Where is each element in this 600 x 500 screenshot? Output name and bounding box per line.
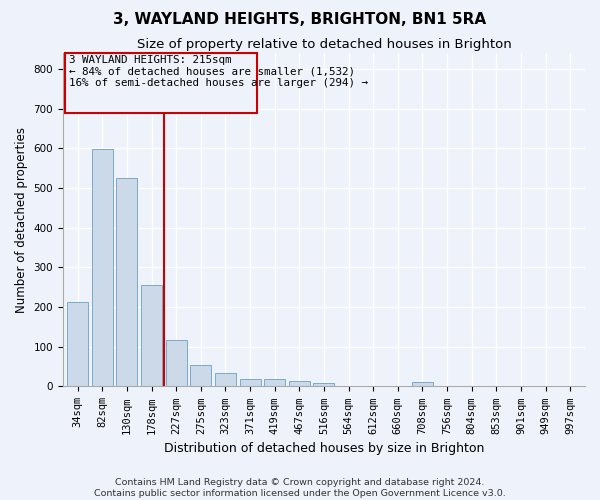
Title: Size of property relative to detached houses in Brighton: Size of property relative to detached ho… [137,38,511,51]
Text: Contains HM Land Registry data © Crown copyright and database right 2024.
Contai: Contains HM Land Registry data © Crown c… [94,478,506,498]
X-axis label: Distribution of detached houses by size in Brighton: Distribution of detached houses by size … [164,442,484,455]
Bar [92,149,113,386]
Bar [190,365,211,386]
Text: 3 WAYLAND HEIGHTS: 215sqm
← 84% of detached houses are smaller (1,532)
16% of se: 3 WAYLAND HEIGHTS: 215sqm ← 84% of detac… [69,55,368,88]
Bar [412,382,433,386]
Bar [65,53,257,112]
Bar [239,378,260,386]
Bar [141,285,162,386]
Bar [289,381,310,386]
Bar [116,178,137,386]
Bar [215,374,236,386]
Bar [264,380,285,386]
Bar [67,302,88,386]
Bar [166,340,187,386]
Bar [313,384,334,386]
Text: 3, WAYLAND HEIGHTS, BRIGHTON, BN1 5RA: 3, WAYLAND HEIGHTS, BRIGHTON, BN1 5RA [113,12,487,28]
Y-axis label: Number of detached properties: Number of detached properties [15,126,28,313]
